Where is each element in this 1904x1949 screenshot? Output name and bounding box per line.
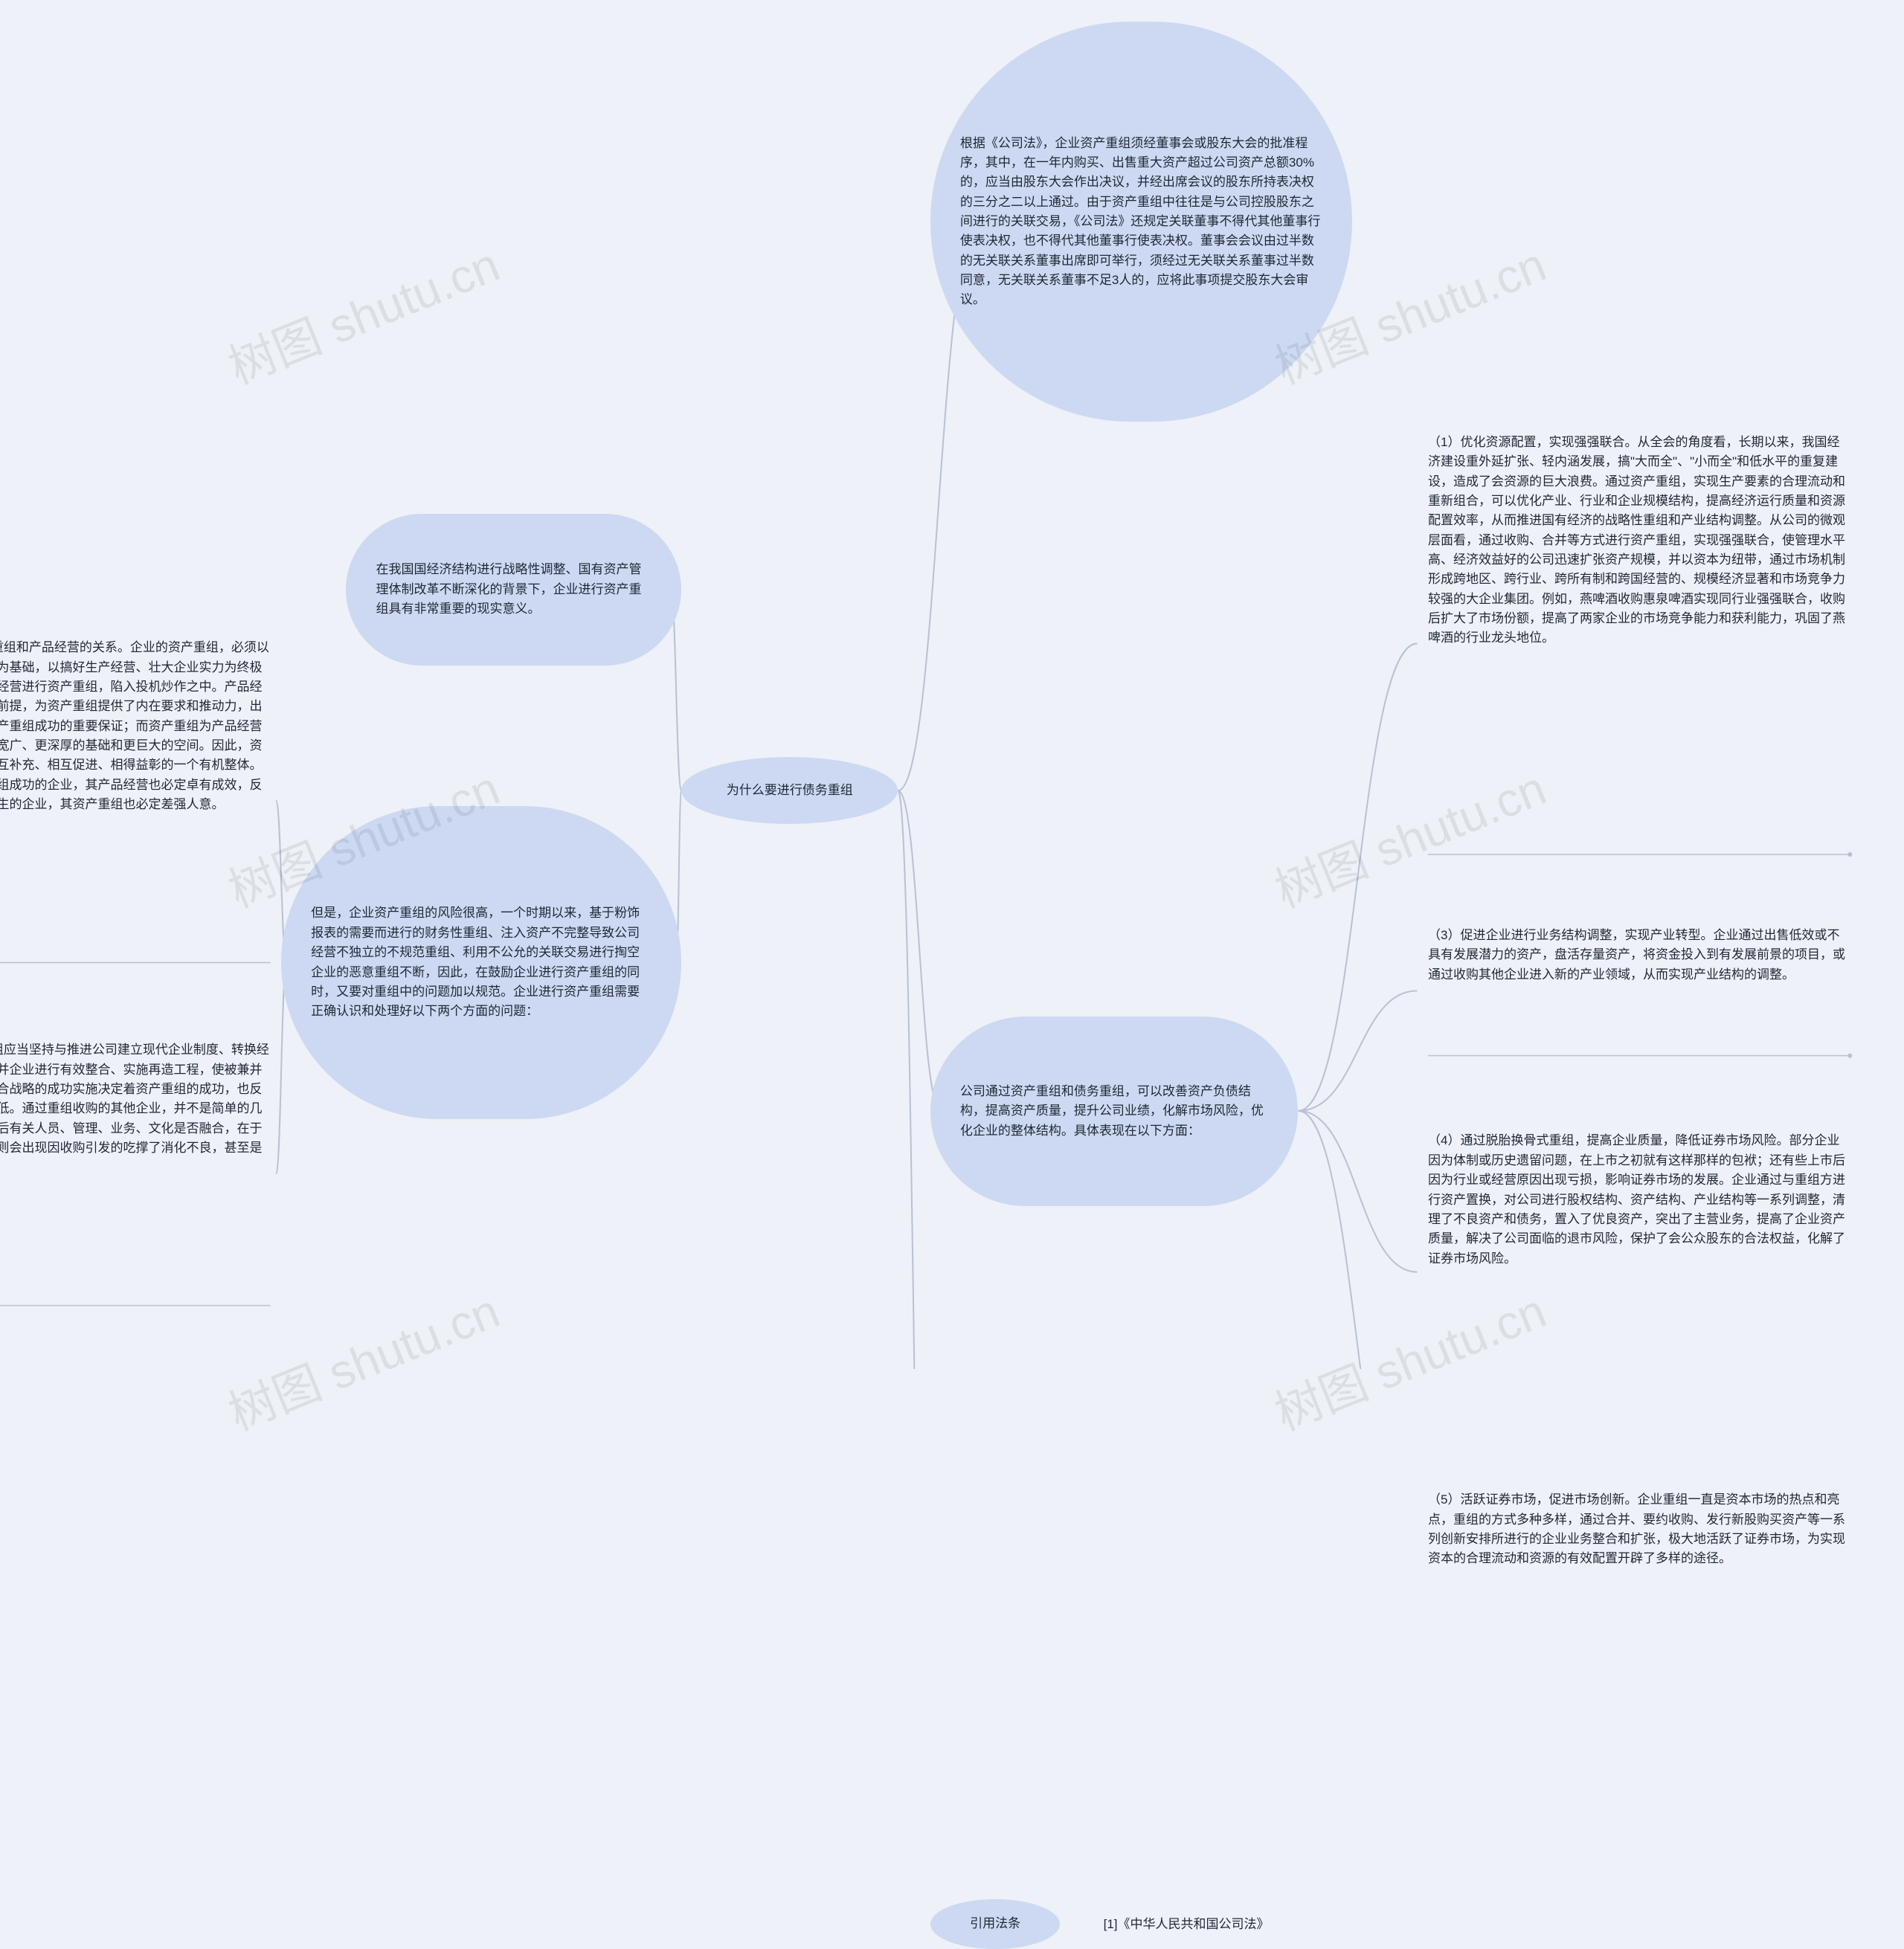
leaf-benefit-4: （4）通过脱胎换骨式重组，提高企业质量，降低证券市场风险。部分企业因为体制或历史… [1428, 1131, 1850, 1269]
leaf-issue-2: （2）企业进行资产重组应当坚持与推进公司建立现代企业制度、转换经营机制相结合，对… [0, 1040, 271, 1178]
leaf-benefit-5: （5）活跃证券市场，促进市场创新。企业重组一直是资本市场的热点和亮点，重组的方式… [1428, 1490, 1850, 1568]
leaf-benefit-1: （1）优化资源配置，实现强强联合。从全会的角度看，长期以来，我国经济建设重外延扩… [1428, 433, 1850, 648]
leaf-issue-1: （1）要正确认识资产重组和产品经营的关系。企业的资产重组，必须以扎实、成功的产品… [0, 638, 271, 814]
branch-risks: 但是，企业资产重组的风险很高，一个时期以来，基于粉饰报表的需要而进行的财务性重组… [281, 806, 681, 1120]
root-node: 为什么要进行债务重组 [681, 757, 898, 824]
branch-company-law: 根据《公司法》，企业资产重组须经董事会或股东大会的批准程序，其中，在一年内购买、… [930, 22, 1352, 422]
branch-significance: 在我国国经济结构进行战略性调整、国有资产管理体制改革不断深化的背景下，企业进行资… [346, 514, 681, 666]
reference-item: [1]《中华人民共和国公司法》 [1104, 1915, 1363, 1934]
branch-references: 引用法条 [930, 1899, 1061, 1949]
leaf-benefit-3: （3）促进企业进行业务结构调整，实现产业转型。企业通过出售低效或不具有发展潜力的… [1428, 926, 1850, 985]
branch-benefits: 公司通过资产重组和债务重组，可以改善资产负债结构，提高资产质量，提升公司业绩，化… [930, 1017, 1299, 1206]
